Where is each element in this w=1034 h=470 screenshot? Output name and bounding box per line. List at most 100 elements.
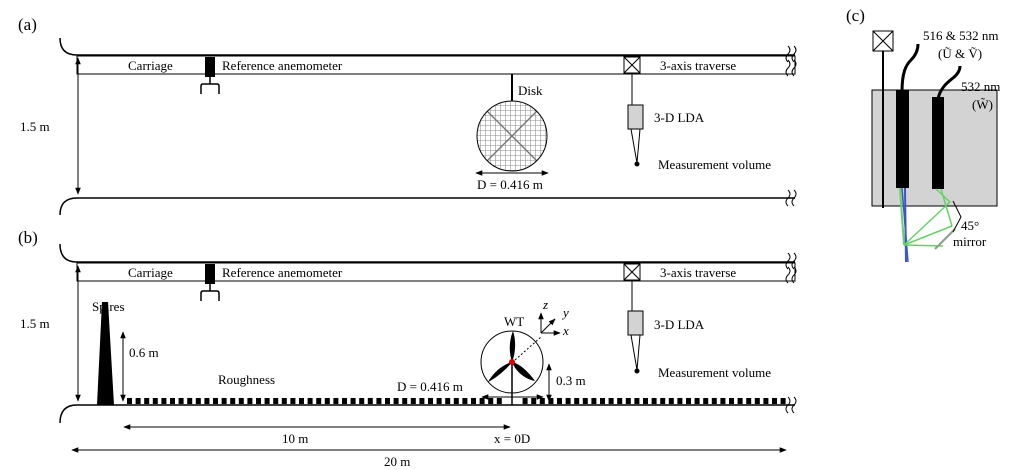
tank-b-top-wall [59,243,795,263]
roughness-element [247,398,253,404]
roughness-element [479,398,485,404]
roughness-label: Roughness [218,372,275,387]
break-symbol [785,266,797,284]
panel-b-label: (b) [18,228,38,247]
roughness-element [488,398,494,404]
disk-diameter-label: D = 0.416 m [477,177,543,192]
lda-beams [630,128,641,164]
carriage-label-a: Carriage [128,58,173,73]
roughness-element [557,398,562,404]
roughness-element [643,398,648,404]
roughness-element [686,398,691,404]
roughness-element [402,398,408,404]
roughness-element [256,398,261,404]
distance-20m-label: 20 m [384,454,410,469]
roughness-element [213,398,218,404]
roughness-element [178,398,184,404]
roughness-element [608,398,614,404]
break-symbol [785,252,797,270]
reference-anemometer-icon [200,57,220,94]
x-origin-label: x = 0D [494,431,530,446]
mirror-angle-label: 45° [961,218,979,233]
roughness-element [161,398,167,404]
w-component-label: (W̃) [972,97,993,112]
mirror-icon [934,228,956,250]
roughness-element [617,398,623,404]
coordinate-axes-icon [538,312,561,336]
tank-a-top-wall [59,37,795,56]
lda-label-b: 3-D LDA [654,317,705,332]
roughness-element [453,398,459,404]
roughness-element [342,398,347,404]
roughness-element [187,398,193,404]
roughness-element [531,398,537,404]
height-label-b: 1.5 m [20,316,50,331]
spires-label: Spires [92,299,125,314]
roughness-element [651,398,657,404]
traverse-label-a: 3-axis traverse [660,58,736,73]
lda-probe-icon [627,310,644,336]
roughness-element [359,398,365,404]
traverse-label-b: 3-axis traverse [660,265,736,280]
rotor-diameter-label: D = 0.416 m [397,379,463,394]
roughness-element [428,398,433,404]
traverse-box-icon [872,30,894,52]
panel-a-label: (a) [18,15,37,34]
roughness-element [703,398,709,404]
measurement-volume-label-a: Measurement volume [658,157,771,172]
roughness-element [290,398,296,404]
roughness-element [350,398,356,404]
roughness-element [600,398,605,404]
roughness-element [754,398,760,404]
roughness-element [634,398,640,404]
axis-x-label: x [562,323,569,338]
lda-beams [630,334,641,371]
fiber-cable-uv [900,43,920,93]
roughness-element [720,398,726,404]
roughness-element [445,398,451,404]
roughness-element [221,398,227,404]
roughness-element [591,398,597,404]
roughness-element [324,398,330,404]
spire-height-label: 0.6 m [129,345,159,360]
roughness-element [694,398,700,404]
roughness-element [436,398,442,404]
roughness-element [410,398,416,404]
wavelength-uv-label: 516 & 532 nm [923,28,998,43]
probe-w [932,97,944,189]
roughness-element [230,398,236,404]
carriage-label-b: Carriage [128,265,173,280]
roughness-element [419,398,425,404]
probe-uv [896,90,909,188]
roughness-element [582,398,588,404]
distance-10m-label: 10 m [282,431,308,446]
wavelength-w-label: 532 nm [961,79,1000,94]
roughness-element [273,398,279,404]
roughness-element [780,398,786,404]
lda-probe-icon [627,104,644,130]
roughness-element [772,398,777,404]
roughness-element [668,398,674,404]
disk-label: Disk [518,83,543,98]
laser-beams [899,187,953,263]
hub-height-label: 0.3 m [556,373,586,388]
height-label-a: 1.5 m [20,119,50,134]
roughness-element [238,398,244,404]
tank-a-floor [59,197,795,216]
measurement-volume-dot [634,368,640,374]
measurement-volume-dot [634,161,640,167]
roughness-element [660,398,666,404]
roughness-element [127,398,132,404]
lda-label-a: 3-D LDA [654,110,705,125]
traverse-box-icon [623,263,641,281]
roughness-element [471,398,476,404]
roughness-element [737,398,743,404]
roughness-element [316,398,322,404]
mirror-label: mirror [953,234,987,249]
roughness-element [677,398,683,404]
reference-anemometer-icon [200,264,220,301]
roughness-elements [127,398,786,404]
roughness-element [204,398,210,404]
porous-disk-icon [476,100,548,172]
